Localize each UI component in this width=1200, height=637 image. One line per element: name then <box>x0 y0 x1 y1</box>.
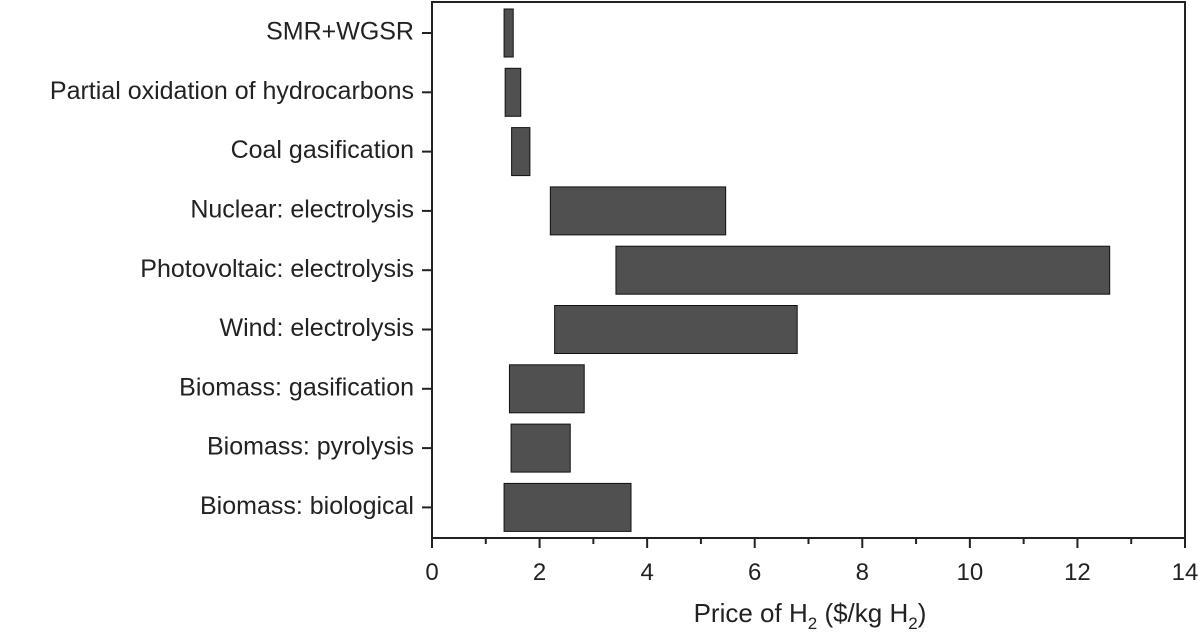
ticks-group <box>422 32 1186 548</box>
bar <box>554 305 798 354</box>
bar <box>508 364 585 414</box>
x-tick-label: 0 <box>425 559 438 586</box>
x-tick-label: 12 <box>1064 559 1091 586</box>
category-label: Biomass: gasification <box>179 373 414 401</box>
category-label: SMR+WGSR <box>266 18 414 46</box>
x-tick-label: 10 <box>957 559 984 586</box>
x-tick-label: 6 <box>748 559 761 586</box>
x-tick-label: 2 <box>533 559 546 586</box>
bar <box>510 423 571 473</box>
category-label: Wind: electrolysis <box>220 314 415 342</box>
x-axis-title-prefix: Price of H <box>694 598 808 628</box>
x-tick-labels: 0 2 4 6 8 10 12 14 <box>425 559 1198 586</box>
category-labels: SMR+WGSR Partial oxidation of hydrocarbon… <box>50 18 414 520</box>
x-axis-title-suffix: ) <box>918 598 927 628</box>
bar <box>503 482 632 532</box>
category-label: Nuclear: electrolysis <box>190 196 414 224</box>
x-axis-title: Price of H2 ($/kg H2) <box>694 598 927 633</box>
x-tick-label: 14 <box>1172 559 1199 586</box>
category-label: Coal gasification <box>231 136 414 164</box>
bar <box>615 245 1111 295</box>
x-tick-label: 8 <box>856 559 869 586</box>
category-label: Partial oxidation of hydrocarbons <box>50 77 414 105</box>
bar <box>504 67 522 117</box>
x-axis-title-middle: ($/kg H <box>817 598 908 628</box>
x-axis-title-subscript-2: 2 <box>908 614 917 633</box>
x-axis-title-subscript-1: 2 <box>808 614 817 633</box>
category-label: Biomass: biological <box>200 492 414 520</box>
category-label: Photovoltaic: electrolysis <box>140 255 414 283</box>
x-tick-label: 4 <box>640 559 653 586</box>
bar <box>511 127 531 177</box>
category-label: Biomass: pyrolysis <box>207 433 414 461</box>
bars-group <box>503 8 1111 532</box>
bar <box>503 8 514 58</box>
bar <box>549 186 727 236</box>
